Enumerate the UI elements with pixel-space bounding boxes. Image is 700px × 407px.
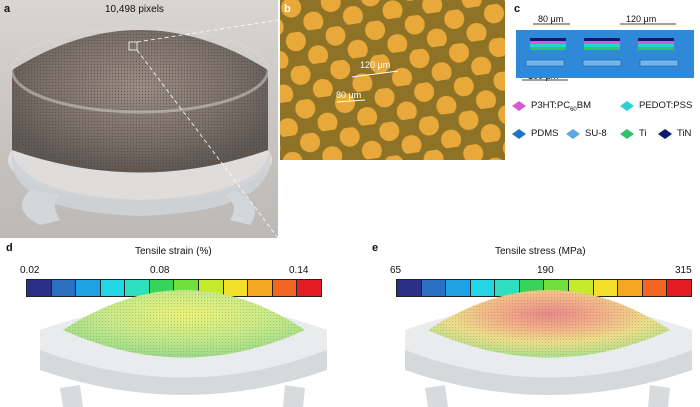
stress-dome-render: [405, 290, 692, 407]
pixel-count-caption: 10,498 pixels: [105, 4, 164, 15]
panel-c-schematic: c 80 μm 120 μm 100 μm P3HT:PC60BM: [508, 0, 700, 160]
colorbar-segment: [421, 280, 447, 296]
legend-swatch-p3ht: [512, 101, 526, 112]
colorbar-segment: [618, 280, 643, 296]
pixel-array-micrograph: [280, 0, 505, 160]
strain-tick-min: 0.02: [20, 265, 40, 276]
colorbar-segment: [248, 280, 273, 296]
panel-letter-a: a: [4, 3, 11, 15]
colorbar-segment: [51, 280, 77, 296]
panel-b-micrograph: b 120 μm 80 μm: [280, 0, 505, 160]
strain-tick-mid: 0.08: [150, 265, 170, 276]
stress-tick-min: 65: [390, 265, 402, 276]
layer-stack-diagram: [516, 23, 694, 81]
dimension-label-80: 80 μm: [336, 90, 362, 100]
panel-letter-b: b: [284, 3, 291, 15]
panel-a-photo: a 10,498 pixels: [0, 0, 278, 238]
strain-dome-render: [40, 290, 327, 407]
schematic-dim-120: 120 μm: [626, 14, 657, 24]
legend-swatch-pdms: [512, 128, 526, 139]
legend-swatch-su8: [566, 128, 580, 139]
colorbar-segment: [470, 280, 496, 296]
legend-pedot: PEDOT:PSS: [620, 100, 692, 111]
colorbar-segment: [272, 280, 298, 296]
legend-p3ht: P3HT:PC60BM: [512, 100, 591, 113]
colorbar-segment: [100, 280, 126, 296]
colorbar-segment: [667, 280, 691, 296]
dome-device-photo: [8, 19, 278, 238]
colorbar-segment: [297, 280, 321, 296]
legend-swatch-pedot: [620, 100, 634, 111]
colorbar-segment: [642, 280, 668, 296]
stress-tick-mid: 190: [537, 265, 554, 276]
stress-bar-title: Tensile stress (MPa): [495, 246, 586, 257]
colorbar-segment: [446, 280, 471, 296]
strain-bar-title: Tensile strain (%): [135, 246, 212, 257]
legend-ti: Ti: [620, 128, 647, 139]
colorbar-segment: [593, 280, 619, 296]
panel-letter-c: c: [514, 3, 521, 15]
legend-swatch-tin: [658, 128, 672, 139]
dimension-label-120: 120 μm: [360, 60, 391, 70]
panel-letter-e: e: [372, 242, 379, 254]
colorbar-segment: [397, 280, 422, 296]
legend-pdms: PDMS: [512, 128, 558, 139]
legend-tin: TiN: [658, 128, 691, 139]
colorbar-segment: [27, 280, 52, 296]
colorbar-segment: [76, 280, 101, 296]
strain-tick-max: 0.14: [289, 265, 309, 276]
colorbar-segment: [495, 280, 520, 296]
schematic-dim-80: 80 μm: [538, 14, 564, 24]
panel-letter-d: d: [6, 242, 13, 254]
legend-swatch-ti: [620, 128, 634, 139]
colorbar-segment: [125, 280, 150, 296]
colorbar-segment: [223, 280, 249, 296]
stress-tick-max: 315: [675, 265, 692, 276]
legend-su8: SU-8: [566, 128, 607, 139]
